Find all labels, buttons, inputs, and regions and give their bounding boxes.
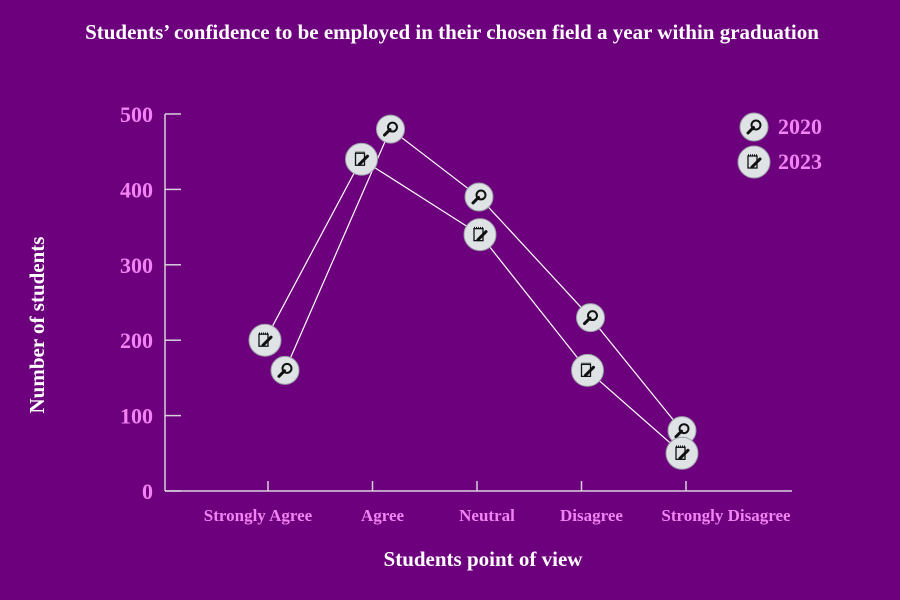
data-point-2023-4 bbox=[665, 436, 699, 470]
series-line-2020 bbox=[284, 128, 683, 432]
legend-label: 2020 bbox=[778, 114, 822, 139]
y-tick-label: 400 bbox=[120, 177, 153, 202]
y-tick-label: 0 bbox=[142, 479, 153, 504]
marker-bg bbox=[571, 353, 604, 387]
y-tick-label: 100 bbox=[120, 404, 153, 429]
marker-bg bbox=[665, 436, 699, 470]
x-axis-label: Students point of view bbox=[384, 547, 584, 571]
y-tick-label: 200 bbox=[120, 328, 153, 353]
data-point-2023-3 bbox=[571, 353, 604, 387]
data-point-2023-1 bbox=[345, 142, 378, 176]
data-point-2020-1 bbox=[376, 114, 405, 144]
y-tick-label: 300 bbox=[120, 253, 153, 278]
marker-bg bbox=[248, 323, 282, 357]
axes: 0 100 200 300 400 500 Strongly Agree Agree Neutr… bbox=[120, 102, 792, 525]
marker-bg bbox=[345, 142, 378, 176]
y-tick-label: 500 bbox=[120, 102, 153, 127]
data-point-2023-0 bbox=[248, 323, 282, 357]
x-tick-label: Disagree bbox=[560, 506, 623, 525]
x-tick-label: Strongly Disagree bbox=[661, 506, 791, 525]
data-point-2020-3 bbox=[576, 303, 605, 333]
data-point-2020-0 bbox=[270, 355, 300, 385]
legend-marker-2023 bbox=[737, 145, 771, 179]
series-lines bbox=[264, 128, 683, 454]
legend-marker-2020 bbox=[739, 112, 769, 142]
data-points bbox=[248, 114, 699, 470]
marker-bg bbox=[463, 218, 497, 252]
x-tick-label: Agree bbox=[361, 506, 405, 525]
y-axis-label: Number of students bbox=[25, 237, 49, 414]
x-tick-label: Strongly Agree bbox=[204, 506, 313, 525]
x-tick-label: Neutral bbox=[459, 506, 515, 525]
marker-bg bbox=[737, 145, 771, 179]
data-point-2023-2 bbox=[463, 218, 497, 252]
data-point-2020-4 bbox=[667, 416, 697, 446]
legend-label: 2023 bbox=[778, 149, 822, 174]
legend: 2020 2023 bbox=[737, 112, 822, 179]
chart-title: Students’ confidence to be employed in t… bbox=[85, 20, 819, 44]
data-point-2020-2 bbox=[464, 182, 494, 212]
